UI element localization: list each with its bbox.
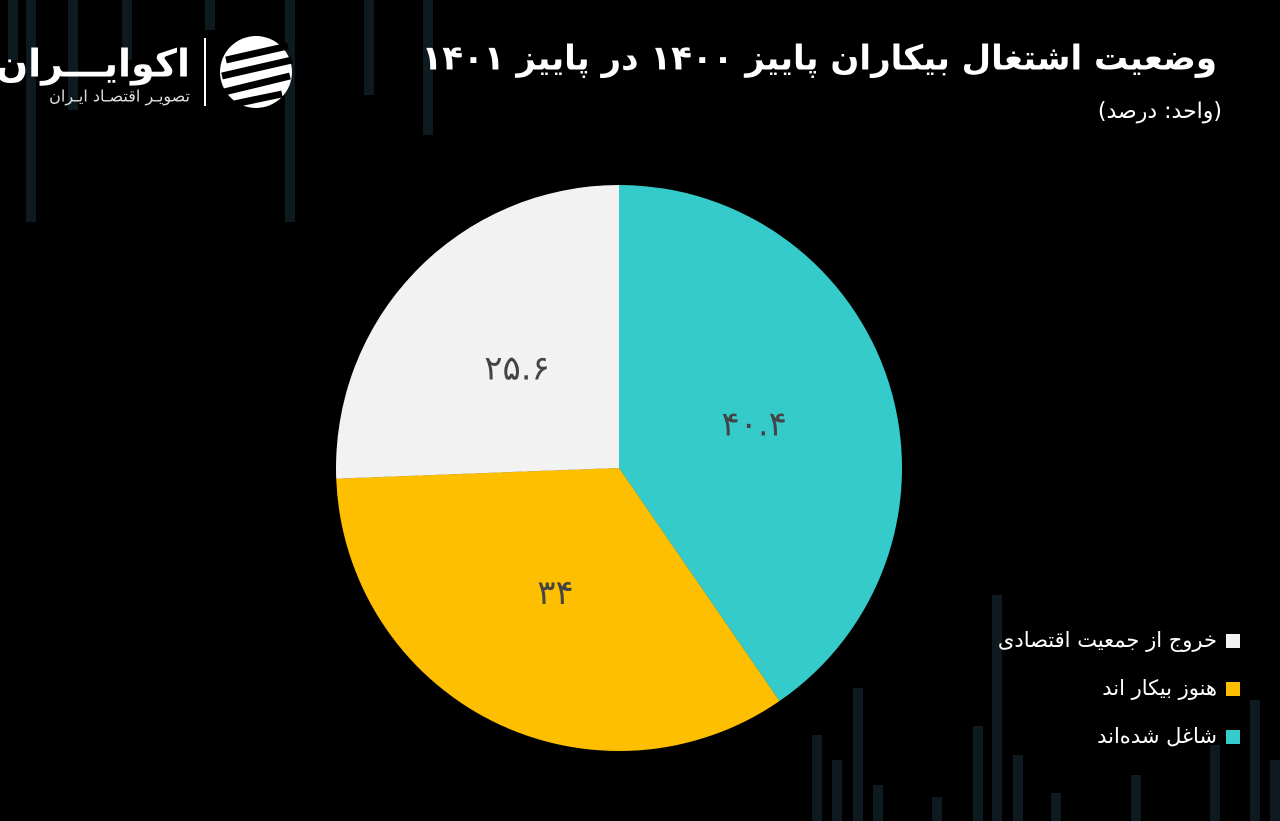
- logo: اکوایـــران تصویـر اقتصـاد ایـران: [0, 36, 293, 108]
- chart-subtitle: (واحد: درصد): [1098, 99, 1222, 124]
- pie-slice: [336, 468, 780, 752]
- pie-slice: [336, 185, 619, 479]
- logo-name: اکوایـــران: [0, 42, 190, 86]
- decoration: [8, 0, 1280, 821]
- logo-tagline: تصویـر اقتصـاد ایـران: [49, 87, 190, 107]
- pie-slice: [619, 185, 902, 702]
- legend-label: خروج از جمعیت اقتصادی: [998, 628, 1217, 653]
- legend-swatch: [1226, 682, 1240, 696]
- legend-label: هنوز بیکار اند: [1102, 676, 1217, 700]
- legend-swatch: [1226, 730, 1240, 744]
- legend-label: شاغل شده‌اند: [1097, 724, 1217, 748]
- chart-title: وضعیت اشتغال بیکاران پاییز ۱۴۰۰ در پاییز…: [422, 39, 1218, 79]
- logo-stripes: [221, 42, 293, 108]
- data-label: ۴۰.۴: [721, 404, 787, 444]
- data-label: ۳۴: [537, 573, 574, 613]
- data-label: ۲۵.۶: [484, 348, 550, 388]
- legend-swatch: [1226, 634, 1240, 648]
